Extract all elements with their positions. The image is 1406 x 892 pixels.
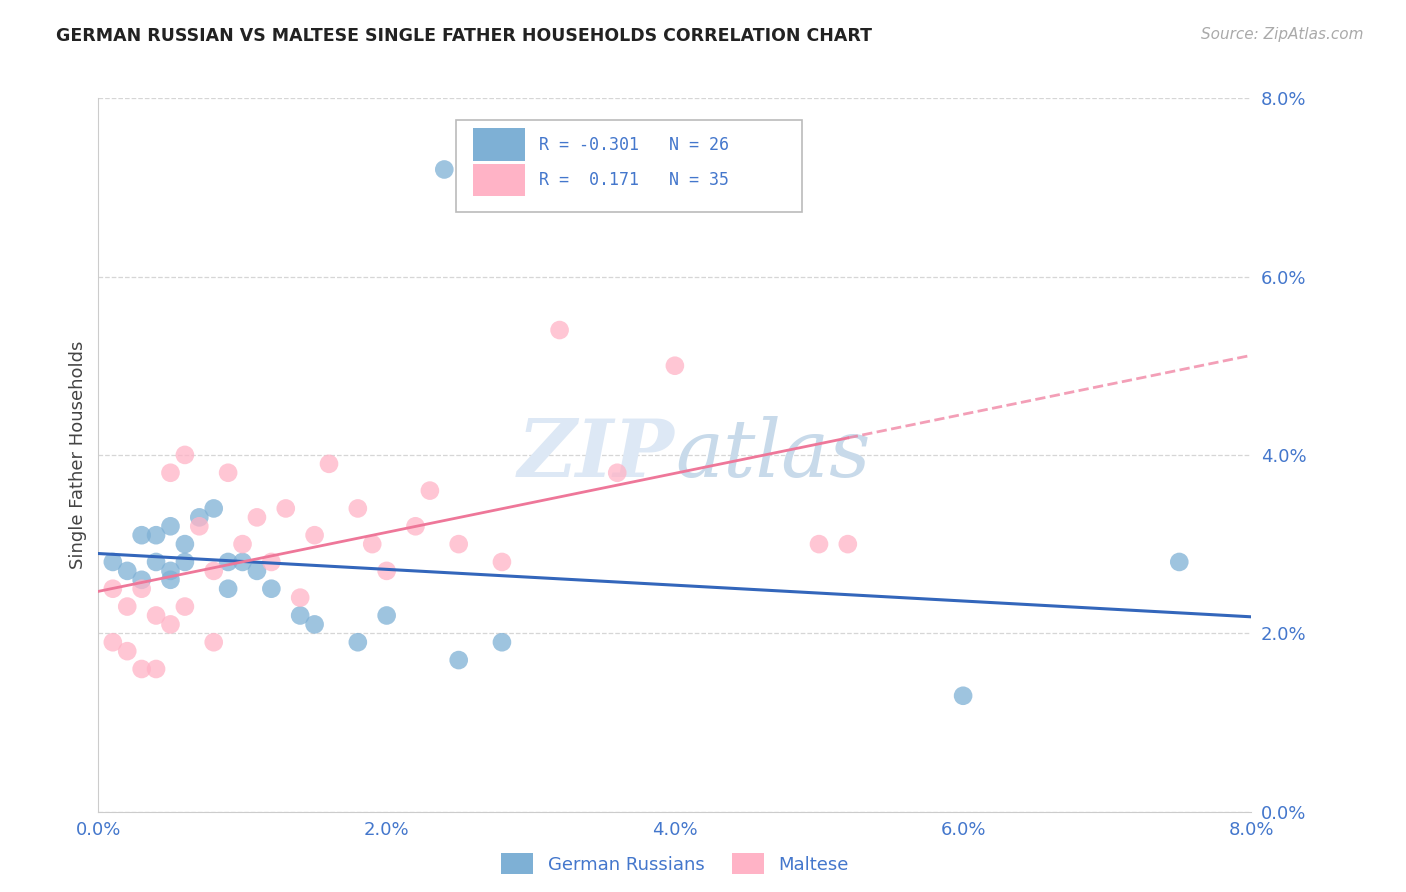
Point <box>145 528 167 542</box>
Bar <box>472 164 524 196</box>
Point <box>419 483 441 498</box>
Point <box>145 555 167 569</box>
Point <box>304 528 326 542</box>
Point <box>217 582 239 596</box>
Point <box>145 608 167 623</box>
Point <box>1168 555 1191 569</box>
Point <box>202 501 225 516</box>
Point <box>188 510 211 524</box>
Point <box>274 501 297 516</box>
Point <box>246 564 269 578</box>
Point <box>664 359 686 373</box>
Point <box>145 662 167 676</box>
Point <box>131 582 153 596</box>
Point <box>807 537 830 551</box>
Point <box>217 555 239 569</box>
Point <box>548 323 571 337</box>
Point <box>231 555 254 569</box>
Point <box>290 591 312 605</box>
Point <box>101 635 124 649</box>
Point <box>405 519 427 533</box>
Point <box>174 599 197 614</box>
Point <box>447 537 470 551</box>
Point <box>606 466 628 480</box>
Text: R =  0.171   N = 35: R = 0.171 N = 35 <box>538 171 728 189</box>
Point <box>318 457 340 471</box>
Point <box>131 528 153 542</box>
Point <box>447 653 470 667</box>
FancyBboxPatch shape <box>456 120 801 212</box>
Point <box>217 466 239 480</box>
Point <box>101 555 124 569</box>
Point <box>231 537 254 551</box>
Point <box>491 635 513 649</box>
Point <box>174 537 197 551</box>
Point <box>117 564 138 578</box>
Point <box>131 573 153 587</box>
Point <box>174 448 197 462</box>
Point <box>375 608 398 623</box>
Point <box>131 662 153 676</box>
Point <box>361 537 384 551</box>
Point <box>159 617 181 632</box>
Point <box>117 599 138 614</box>
Point <box>117 644 138 658</box>
Point <box>837 537 859 551</box>
Point <box>159 466 181 480</box>
Text: ZIP: ZIP <box>517 417 675 493</box>
Text: GERMAN RUSSIAN VS MALTESE SINGLE FATHER HOUSEHOLDS CORRELATION CHART: GERMAN RUSSIAN VS MALTESE SINGLE FATHER … <box>56 27 872 45</box>
Point <box>202 635 225 649</box>
Point <box>246 510 269 524</box>
Point <box>159 519 181 533</box>
Point <box>952 689 974 703</box>
Point <box>260 555 283 569</box>
Point <box>375 564 398 578</box>
Bar <box>472 128 524 161</box>
Legend: German Russians, Maltese: German Russians, Maltese <box>494 846 856 881</box>
Point <box>346 501 368 516</box>
Point <box>159 573 181 587</box>
Point <box>260 582 283 596</box>
Point <box>101 582 124 596</box>
Point <box>174 555 197 569</box>
Text: atlas: atlas <box>675 417 870 493</box>
Text: Source: ZipAtlas.com: Source: ZipAtlas.com <box>1201 27 1364 42</box>
Point <box>290 608 312 623</box>
Point <box>202 564 225 578</box>
Y-axis label: Single Father Households: Single Father Households <box>69 341 87 569</box>
Point <box>491 555 513 569</box>
Point <box>159 564 181 578</box>
Text: R = -0.301   N = 26: R = -0.301 N = 26 <box>538 136 728 153</box>
Point <box>188 519 211 533</box>
Point <box>346 635 368 649</box>
Point <box>304 617 326 632</box>
Point <box>433 162 456 177</box>
